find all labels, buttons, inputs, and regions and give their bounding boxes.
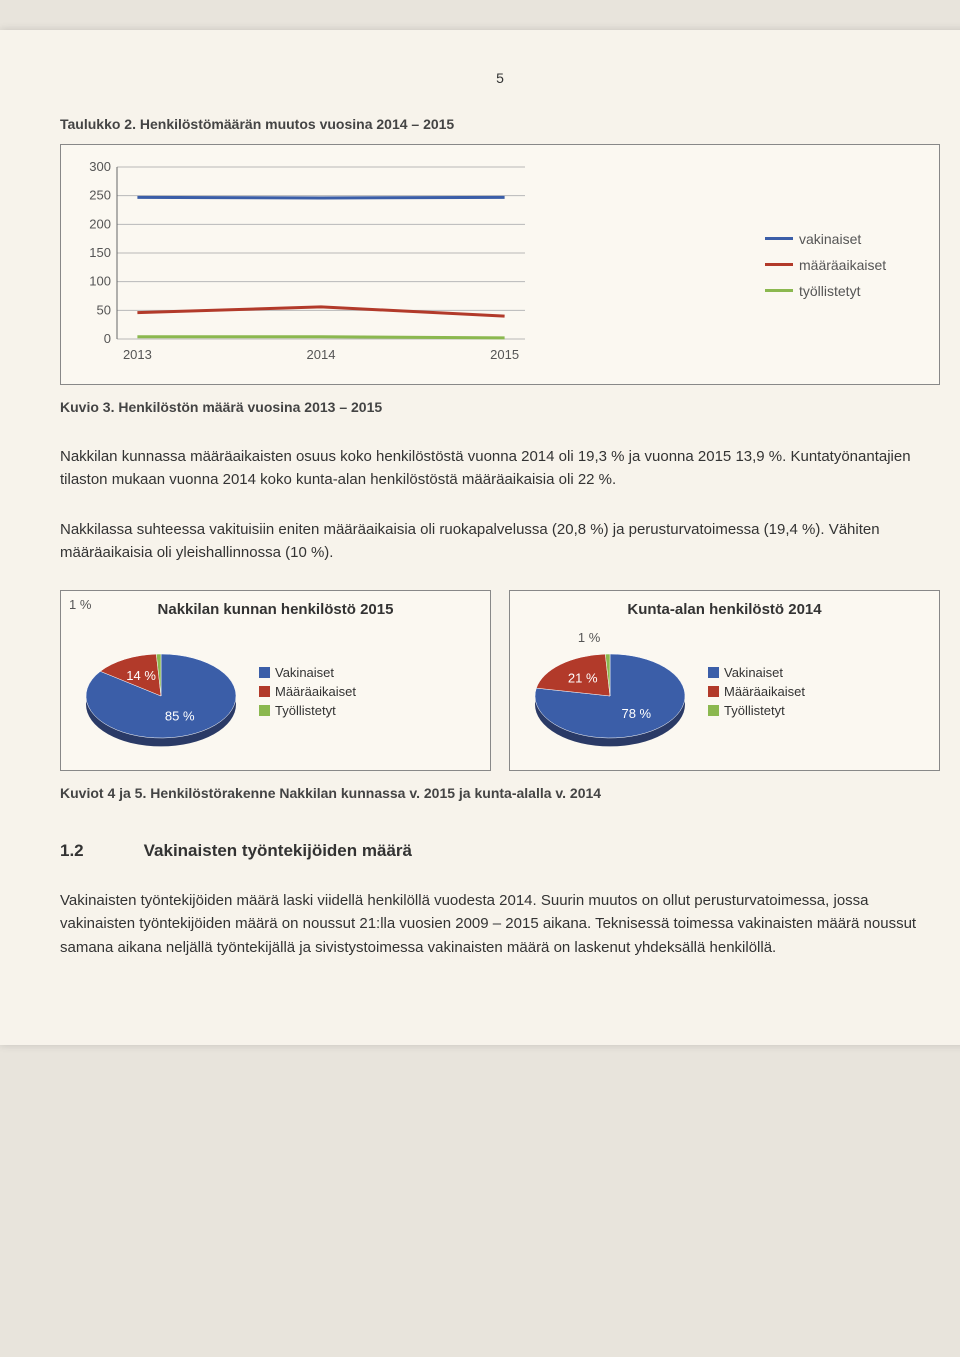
svg-text:78 %: 78 %	[621, 706, 651, 721]
svg-text:100: 100	[89, 274, 111, 289]
line-chart-svg: 0 50 100 150 200 250 300 2013 2014 2015	[75, 157, 535, 367]
legend-swatch-icon	[708, 686, 719, 697]
pie2-title: Kunta-alan henkilöstö 2014	[520, 601, 929, 618]
legend-item: työllistetyt	[765, 283, 925, 299]
svg-text:14 %: 14 %	[126, 668, 156, 683]
legend-label: työllistetyt	[799, 283, 860, 299]
pie-legend-item: Vakinaiset	[259, 665, 356, 680]
svg-text:2014: 2014	[307, 347, 336, 362]
legend-swatch-icon	[259, 686, 270, 697]
pie1-callout-1pct: 1 %	[69, 597, 91, 612]
legend-item: määräaikaiset	[765, 257, 925, 273]
section-title: Vakinaisten työntekijöiden määrä	[144, 841, 412, 861]
kuviot45-caption: Kuviot 4 ja 5. Henkilöstörakenne Nakkila…	[60, 785, 940, 801]
legend-swatch-icon	[708, 667, 719, 678]
legend-item: vakinaiset	[765, 231, 925, 247]
svg-text:250: 250	[89, 188, 111, 203]
svg-text:1 %: 1 %	[578, 630, 601, 645]
section-1-2-heading: 1.2 Vakinaisten työntekijöiden määrä	[60, 841, 940, 861]
page-number: 5	[60, 70, 940, 86]
svg-text:50: 50	[97, 302, 111, 317]
legend-swatch-icon	[259, 667, 270, 678]
pie1-legend: Vakinaiset Määräaikaiset Työllistetyt	[259, 665, 356, 718]
line-chart-box: 0 50 100 150 200 250 300 2013 2014 2015 vakinaise…	[60, 144, 940, 385]
svg-text:85 %: 85 %	[165, 709, 195, 724]
legend-line-icon	[765, 237, 793, 240]
pie-legend-item: Työllistetyt	[259, 703, 356, 718]
legend-label: Vakinaiset	[724, 665, 783, 680]
pie1-title: Nakkilan kunnan henkilöstö 2015	[71, 601, 480, 618]
line-chart-legend: vakinaiset määräaikaiset työllistetyt	[765, 157, 925, 372]
legend-label: vakinaiset	[799, 231, 861, 247]
svg-text:0: 0	[104, 331, 111, 346]
section-number: 1.2	[60, 841, 84, 861]
pie2-legend: Vakinaiset Määräaikaiset Työllistetyt	[708, 665, 805, 718]
legend-label: Vakinaiset	[275, 665, 334, 680]
pie-legend-item: Vakinaiset	[708, 665, 805, 680]
pie1-svg: 85 % 14 %	[71, 626, 251, 756]
pie2-card: Kunta-alan henkilöstö 2014 78 % 21 % 1 % V…	[509, 590, 940, 771]
pie-legend-item: Määräaikaiset	[708, 684, 805, 699]
legend-label: Työllistetyt	[724, 703, 785, 718]
legend-line-icon	[765, 289, 793, 292]
legend-line-icon	[765, 263, 793, 266]
legend-label: Määräaikaiset	[724, 684, 805, 699]
legend-swatch-icon	[259, 705, 270, 716]
pie-legend-item: Määräaikaiset	[259, 684, 356, 699]
paragraph-3: Vakinaisten työntekijöiden määrä laski v…	[60, 889, 940, 959]
pie1-card: 1 % Nakkilan kunnan henkilöstö 2015 85 %…	[60, 590, 491, 771]
paragraph-2: Nakkilassa suhteessa vakituisiin eniten …	[60, 518, 940, 565]
table2-title: Taulukko 2. Henkilöstömäärän muutos vuos…	[60, 116, 940, 132]
legend-label: määräaikaiset	[799, 257, 886, 273]
legend-label: Työllistetyt	[275, 703, 336, 718]
svg-text:2015: 2015	[490, 347, 519, 362]
svg-text:2013: 2013	[123, 347, 152, 362]
svg-text:200: 200	[89, 216, 111, 231]
svg-text:300: 300	[89, 159, 111, 174]
paragraph-1: Nakkilan kunnassa määräaikaisten osuus k…	[60, 445, 940, 492]
pie2-svg: 78 % 21 % 1 %	[520, 626, 700, 756]
kuvio3-caption: Kuvio 3. Henkilöstön määrä vuosina 2013 …	[60, 399, 940, 415]
legend-swatch-icon	[708, 705, 719, 716]
legend-label: Määräaikaiset	[275, 684, 356, 699]
pie-legend-item: Työllistetyt	[708, 703, 805, 718]
svg-text:21 %: 21 %	[568, 671, 598, 686]
svg-text:150: 150	[89, 245, 111, 260]
